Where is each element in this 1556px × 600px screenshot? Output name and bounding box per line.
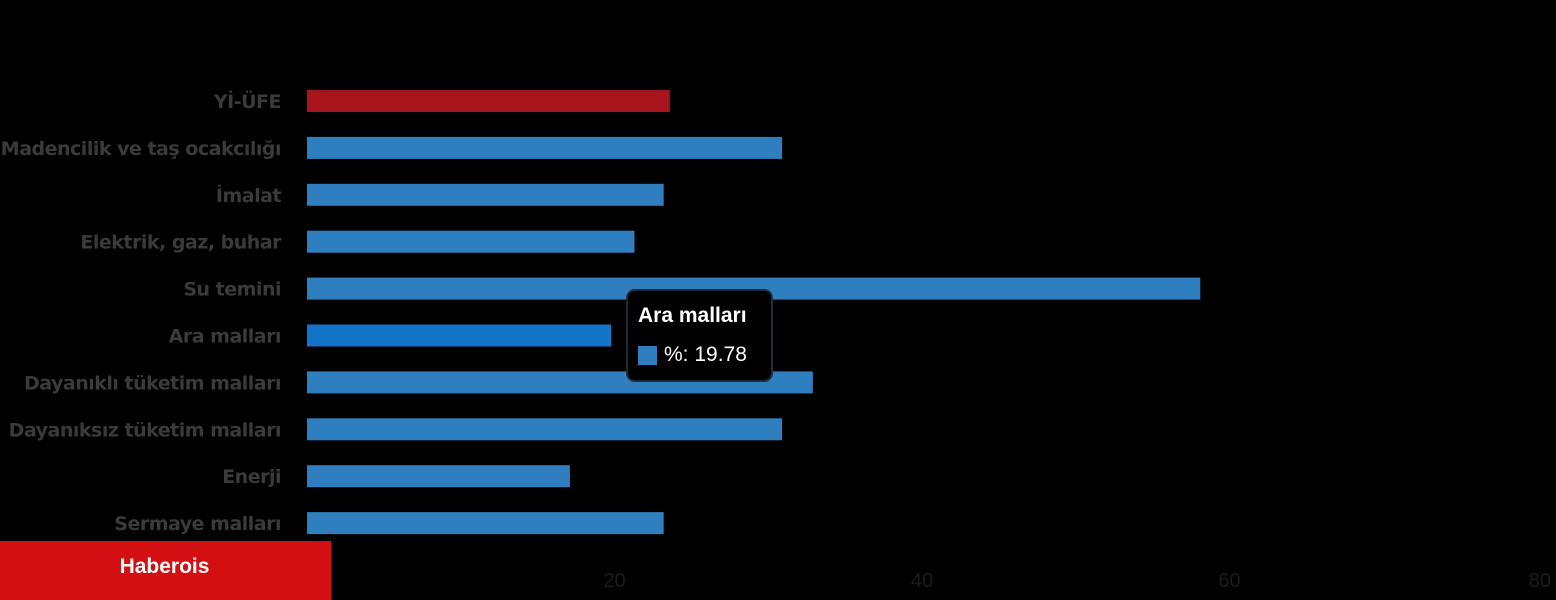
- category-label-7: Dayanıksız tüketim malları: [9, 419, 281, 441]
- chart-tooltip: Ara malları %: 19.78: [626, 289, 773, 382]
- tooltip-title: Ara malları: [638, 304, 747, 327]
- x-tick-label-80: 80: [1529, 570, 1551, 592]
- category-label-5: Ara malları: [169, 326, 281, 348]
- category-label-4: Su temini: [183, 279, 281, 301]
- category-label-1: Madencilik ve taş ocakcılığı: [1, 138, 281, 160]
- tooltip-value: %: 19.78: [664, 343, 747, 366]
- bar-3[interactable]: [307, 230, 635, 253]
- category-label-0: Yİ-ÜFE: [213, 89, 281, 113]
- bar-7[interactable]: [307, 418, 783, 441]
- bar-9[interactable]: [307, 512, 664, 535]
- category-label-8: Enerji: [222, 466, 281, 488]
- category-label-6: Dayanıklı tüketim malları: [24, 372, 281, 394]
- x-tick-label-60: 60: [1218, 570, 1240, 592]
- tooltip-row: %: 19.78: [638, 343, 761, 367]
- category-label-9: Sermaye malları: [114, 513, 281, 535]
- bar-8[interactable]: [307, 465, 570, 488]
- brand-badge[interactable]: Haberois: [0, 541, 331, 600]
- x-tick-label-20: 20: [603, 570, 625, 592]
- bar-1[interactable]: [307, 136, 783, 159]
- category-labels: Yİ-ÜFE Madencilik ve taş ocakcılığı İmalat…: [1, 89, 283, 535]
- bar-5[interactable]: [307, 324, 612, 347]
- x-axis-ticks: 020406080: [301, 544, 1551, 592]
- bar-4[interactable]: [307, 277, 1201, 300]
- bar-0[interactable]: [307, 90, 670, 112]
- bar-2[interactable]: [307, 183, 664, 206]
- bars-group: [307, 90, 1201, 535]
- x-tick-label-40: 40: [911, 570, 933, 592]
- brand-label: Haberois: [119, 554, 210, 578]
- category-label-3: Elektrik, gaz, buhar: [80, 232, 282, 254]
- category-label-2: İmalat: [216, 183, 282, 207]
- tooltip-series-swatch: [638, 345, 657, 365]
